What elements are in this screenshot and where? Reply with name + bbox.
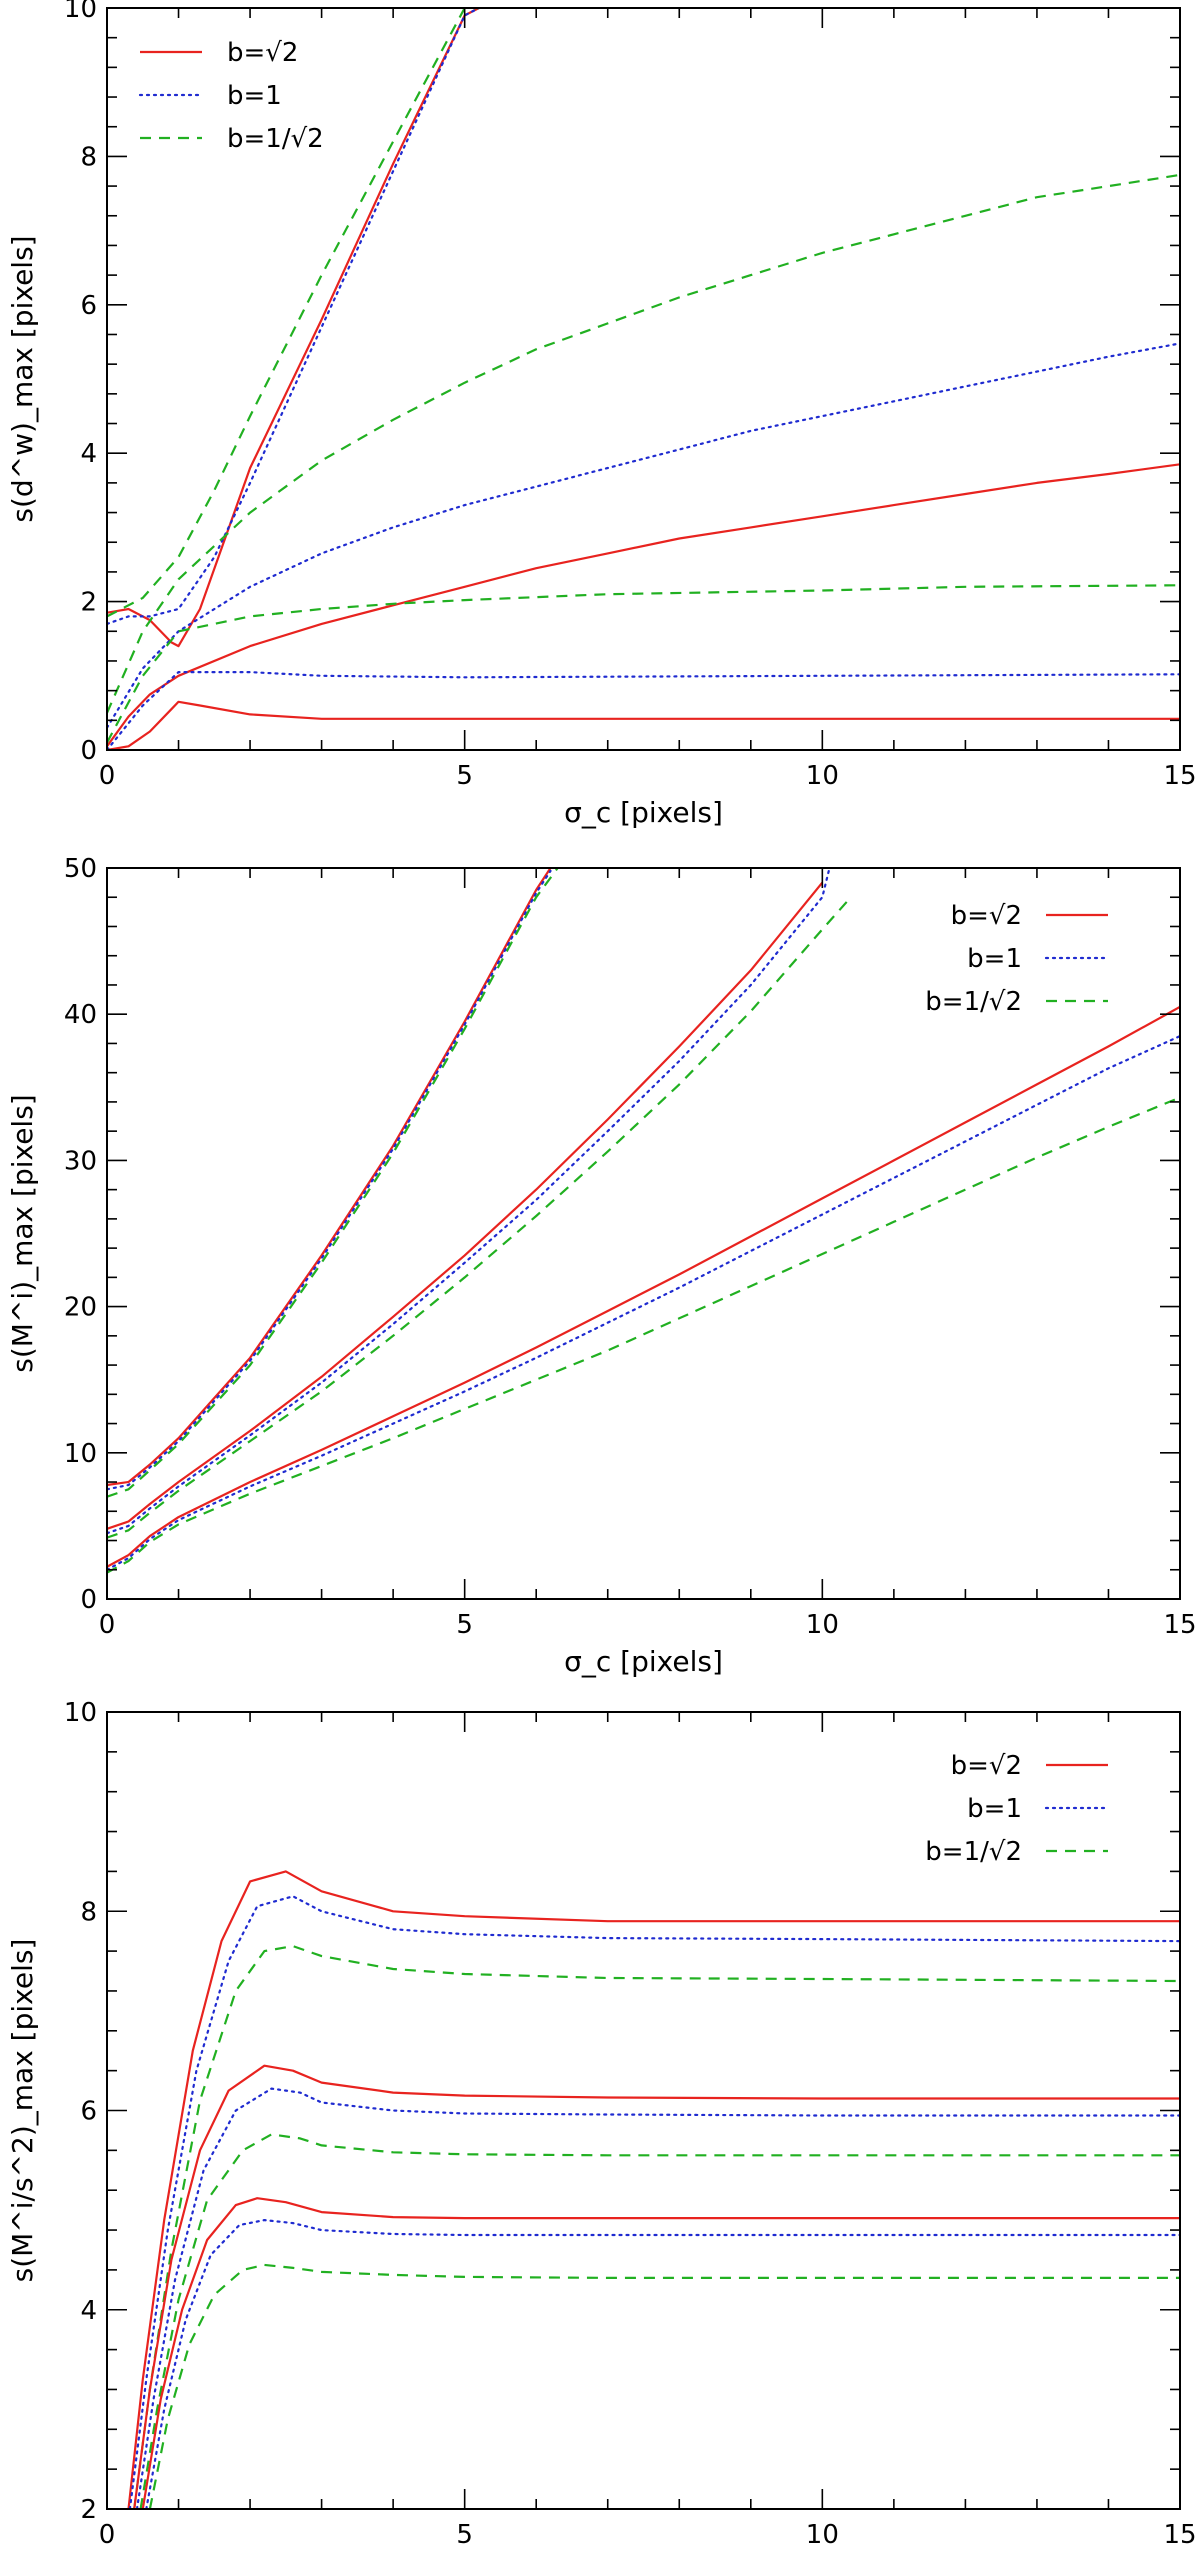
series-line-dashed-5 [107,896,852,1539]
series-line-dashed-2 [133,1944,1180,2509]
y-tick-label: 0 [80,1585,97,1615]
y-tick-label: 8 [80,142,97,172]
x-tick-label: 10 [806,1610,839,1640]
x-tick-label: 10 [806,761,839,791]
legend-label: b=√2 [227,38,298,68]
y-tick-label: 8 [80,1897,97,1927]
series-line-solid-1 [107,463,1180,747]
x-tick-label: 5 [456,1610,473,1640]
y-axis-title: s(M^i)_max [pixels] [6,1094,39,1372]
y-tick-label: 10 [64,1439,97,1469]
series-line-dotted-4 [107,868,831,1535]
series-line-solid-0 [127,1870,1180,2509]
series-line-solid-3 [107,881,824,1530]
x-tick-label: 0 [99,1610,116,1640]
series-group [107,868,1180,1574]
panel-c: 051015246810σ_c [pixels]s(M^i/s^2)_max [… [6,1698,1197,2549]
series-line-dotted-7 [145,2219,1180,2509]
legend: b=√2 b=1 b=1/√2 [925,901,1110,1017]
panel-a: 0 5 10 15 0 2 4 6 8 10 σ_c [pixels] s(d^w)_max [pix… [6,0,1197,829]
x-tick-label: 0 [99,2520,116,2549]
legend-label: b=√2 [951,1751,1022,1781]
x-tick-label: 10 [806,2520,839,2549]
series-line-dotted-1 [128,1895,1180,2509]
y-tick-label: 40 [64,1000,97,1030]
y-tick-label: 10 [64,0,97,24]
x-tick-label: 15 [1163,2520,1196,2549]
x-tick-label: 5 [456,2520,473,2549]
y-tick-label: 4 [80,2296,97,2326]
y-tick-label: 2 [80,588,97,618]
plot-frame [106,867,1181,1600]
series-line-dotted-7 [107,1034,1180,1571]
y-tick-label: 30 [64,1146,97,1176]
legend: b=√2 b=1 b=1/√2 [925,1751,1110,1867]
y-tick-label: 50 [64,854,97,884]
series-line-dashed-5 [139,2133,1180,2509]
series-line-solid-2 [107,700,1180,750]
series-line-dotted-5 [107,670,1180,750]
series-line-dotted-1 [107,869,552,1491]
series-line-solid-0 [107,868,552,1487]
y-tick-label: 20 [64,1293,97,1323]
x-axis-title: σ_c [pixels] [564,1645,723,1678]
panel-b: 0 5 10 15 0 10 20 30 40 50 σ_c [pixels] s(M^i)_max … [6,854,1197,1678]
x-tick-label: 15 [1163,761,1196,791]
y-tick-label: 6 [80,2097,97,2127]
legend-label: b=1 [227,81,282,111]
series-line-solid-0 [107,8,480,648]
series-group [127,1870,1180,2509]
legend-label: b=1/√2 [925,987,1022,1017]
y-tick-label: 2 [80,2495,97,2525]
y-axis-title: s(d^w)_max [pixels] [6,235,39,522]
series-line-dashed-7 [107,173,1180,714]
series-group [107,8,1180,750]
series-line-solid-3 [133,2064,1180,2509]
series-line-dotted-3 [107,8,481,626]
series-line-dashed-8 [107,584,1180,744]
plot-frame [106,1711,1181,2510]
x-tick-label: 15 [1163,1610,1196,1640]
legend-label: b=1 [967,944,1022,974]
series-line-dotted-4 [107,342,1180,729]
legend-label: b=1/√2 [925,1837,1022,1867]
series-line-dashed-8 [148,2263,1180,2509]
series-line-dashed-8 [107,1096,1180,1574]
series-line-solid-6 [107,1005,1180,1568]
legend-label: b=1/√2 [227,124,324,154]
series-line-solid-6 [141,2197,1180,2509]
series-line-dashed-2 [107,868,559,1498]
y-tick-label: 4 [80,439,97,469]
y-tick-label: 6 [80,291,97,321]
legend-label: b=√2 [951,901,1022,931]
x-tick-label: 0 [99,761,116,791]
y-tick-label: 0 [80,736,97,766]
x-axis-title: σ_c [pixels] [564,796,723,829]
y-axis-title: s(M^i/s^2)_max [pixels] [6,1939,39,2283]
plot-frame [106,7,1181,751]
y-tick-label: 10 [64,1698,97,1728]
series-line-dotted-4 [135,2087,1180,2509]
legend-label: b=1 [967,1794,1022,1824]
legend: b=√2 b=1 b=1/√2 [138,38,324,154]
x-tick-label: 5 [456,761,473,791]
series-line-dashed-6 [107,8,479,618]
